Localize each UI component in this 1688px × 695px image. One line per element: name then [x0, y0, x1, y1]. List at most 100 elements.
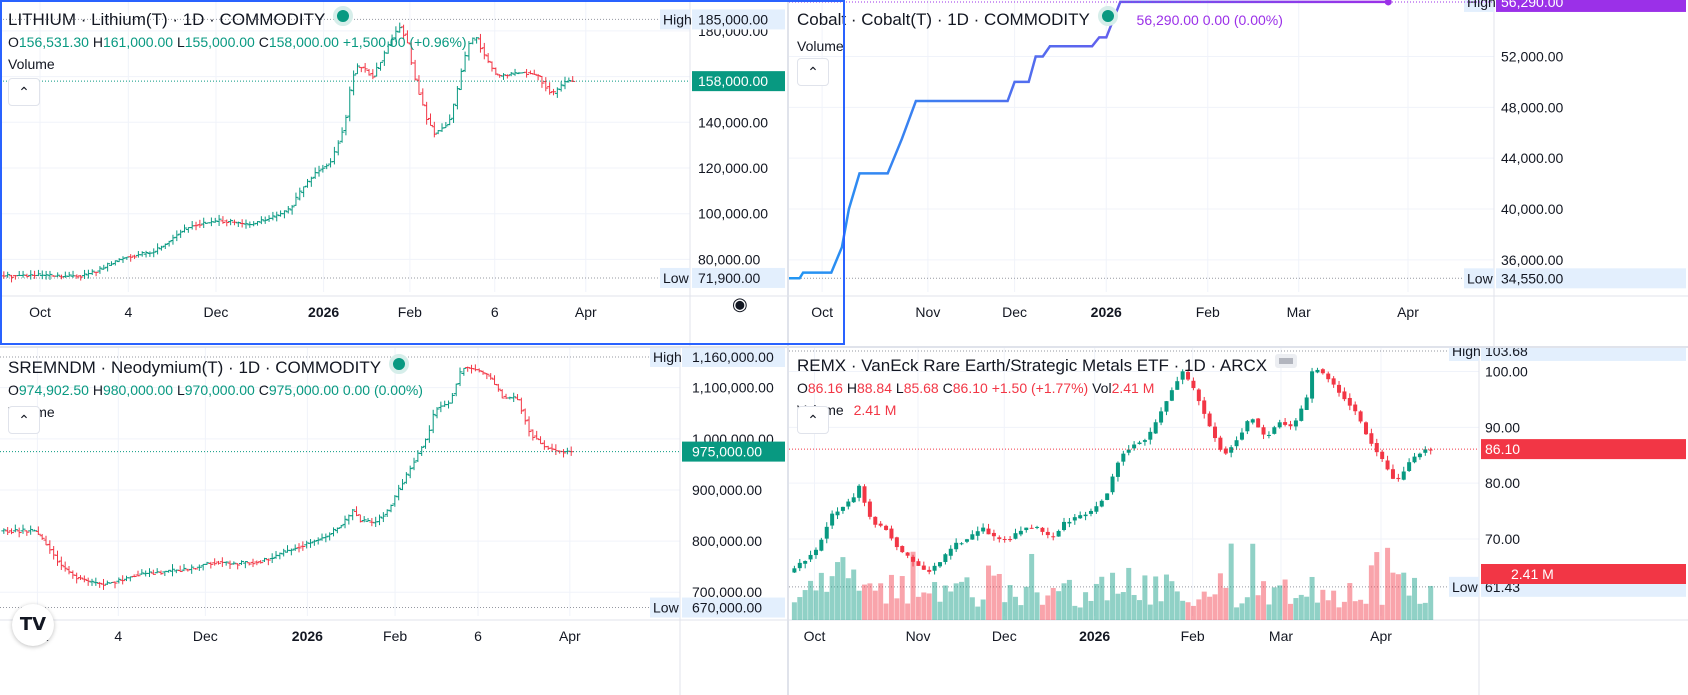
remx-volume-bar: [888, 574, 894, 620]
remx-volume-bar: [1385, 547, 1391, 620]
remx-volume-bar: [1298, 594, 1304, 620]
remx-volume-bar: [1034, 592, 1040, 620]
remx-candle-body: [830, 513, 835, 526]
remx-volume-bar: [1029, 553, 1035, 620]
remx-candle-body: [1078, 515, 1083, 519]
remx-x-tick-label: Mar: [1269, 628, 1293, 644]
cobalt-y-tick-label: 44,000.00: [1501, 150, 1563, 166]
remx-candle-body: [1239, 432, 1244, 440]
sremndm-last-price-value: 975,000.00: [692, 444, 762, 460]
cobalt-y-tick-label: 48,000.00: [1501, 99, 1563, 115]
remx-candle-body: [851, 497, 856, 503]
remx-volume-bar: [1217, 573, 1223, 620]
remx-last-price-bg: [1481, 439, 1686, 460]
chart-pane-neodymium[interactable]: 1,200,000.001,100,000.001,000,000.00900,…: [0, 348, 787, 695]
remx-volume-bar: [1061, 583, 1067, 620]
remx-candle-body: [1110, 476, 1115, 493]
remx-candle-body: [819, 539, 824, 551]
remx-volume-bar: [829, 576, 835, 620]
remx-candle-body: [894, 537, 899, 548]
lithium-y-tick-label: 100,000.00: [698, 206, 768, 222]
remx-volume-bar: [1314, 602, 1320, 620]
remx-volume-bar: [791, 602, 797, 620]
remx-candle-body: [1234, 440, 1239, 447]
chart-pane-cobalt[interactable]: 52,000.00 48,000.00 44,000.00 40,000.00 36,0…: [789, 0, 1688, 346]
remx-candle-body: [1180, 371, 1185, 380]
remx-volume-bar: [921, 592, 927, 620]
remx-volume-bar: [1180, 600, 1186, 620]
remx-volume-bar: [1110, 572, 1116, 620]
remx-last-price-value: 86.10: [1485, 441, 1520, 457]
market-open-icon: [389, 354, 410, 374]
chart-pane-remx[interactable]: 100.00 90.00 80.00 70.00 Oct Nov Dec 2026 Feb Mar…: [789, 348, 1688, 695]
remx-high-tag-label: High: [1452, 348, 1481, 359]
remx-candle-body: [808, 554, 813, 560]
cobalt-high-tag-label: High: [1467, 0, 1496, 10]
lithium-low-tag-label: Low: [663, 270, 690, 286]
remx-volume-bar: [1320, 589, 1326, 620]
remx-volume-bar: [1050, 587, 1056, 620]
sremndm-y-tick-label: 900,000.00: [692, 482, 762, 498]
cobalt-low-tag-bg: [1464, 268, 1494, 289]
chart-pane-lithium[interactable]: 180,000.00160,000.00140,000.00120,000.00…: [0, 0, 787, 346]
lithium-open: 156,531.30: [18, 34, 89, 50]
lithium-x-tick-label: 4: [124, 304, 132, 320]
lithium-volume-label: Volume: [8, 56, 55, 72]
remx-volume-bar: [1185, 602, 1191, 620]
sremndm-high-tag-label: High: [653, 349, 682, 365]
remx-candle-body: [1256, 418, 1261, 428]
cobalt-y-tick-label: 36,000.00: [1501, 252, 1563, 268]
remx-volume-bar: [1325, 600, 1331, 620]
remx-candle-body: [921, 565, 926, 570]
remx-legend: REMX · VanEck Rare Earth/Strategic Metal…: [797, 354, 1298, 418]
remx-volume-bar: [845, 578, 851, 620]
remx-candle-body: [991, 532, 996, 537]
cobalt-last-price-bg: [1496, 0, 1686, 12]
remx-volume-bar: [1379, 604, 1385, 620]
remx-volume-bar: [1304, 596, 1310, 620]
remx-candle-body: [1207, 413, 1212, 427]
lithium-x-tick-label: 6: [491, 304, 499, 320]
lithium-last-price-bg: [692, 71, 785, 92]
lithium-high-tag-bg: [660, 9, 690, 30]
remx-volume-bar: [1228, 543, 1234, 620]
sremndm-x-tick-label: Dec: [193, 628, 218, 644]
remx-candle-body: [835, 511, 840, 516]
remx-volume-bar: [942, 585, 948, 620]
remx-candle-body: [1105, 493, 1110, 500]
chart-settings-icon[interactable]: ◉: [732, 294, 748, 314]
remx-x-tick-label: Apr: [1370, 628, 1392, 644]
lithium-high-value-bg: [692, 9, 785, 30]
cobalt-last-point: [1384, 0, 1392, 6]
collapse-legend-button[interactable]: ⌃: [797, 58, 829, 86]
collapse-legend-button[interactable]: ⌃: [797, 406, 829, 434]
market-open-icon: [1097, 6, 1118, 26]
remx-candle-body: [1159, 411, 1164, 423]
remx-candle-body: [1115, 462, 1120, 477]
lithium-x-tick-label: Feb: [398, 304, 422, 320]
sremndm-y-tick-label: 700,000.00: [692, 584, 762, 600]
remx-volume-bar: [1352, 601, 1358, 620]
sremndm-high-value-bg: [682, 348, 785, 368]
tradingview-logo-icon[interactable]: TV: [12, 604, 54, 646]
sremndm-y-tick-label: 1,100,000.00: [692, 380, 774, 396]
remx-volume-bar: [872, 590, 878, 620]
remx-candle-body: [1029, 527, 1034, 529]
remx-candle-body: [813, 549, 818, 556]
remx-candle-body: [1067, 521, 1072, 524]
lithium-ohlc: O156,531.30 H161,000.00 L155,000.00 C158…: [8, 34, 467, 50]
remx-candle-body: [943, 554, 948, 562]
remx-candle-body: [1056, 530, 1061, 537]
remx-candle-body: [1051, 536, 1056, 538]
remx-candle-body: [1083, 514, 1088, 517]
lithium-legend: LITHIUM · Lithium(T) · 1D · COMMODITY O1…: [8, 6, 467, 72]
collapse-legend-button[interactable]: ⌃: [8, 78, 40, 106]
lithium-low-tag-bg: [660, 267, 690, 288]
remx-volume-bar: [1056, 591, 1062, 620]
remx-volume-bar: [1341, 601, 1347, 620]
remx-volume-bar: [1142, 575, 1148, 620]
lithium-low: 155,000.00: [184, 34, 255, 50]
collapse-legend-button[interactable]: ⌃: [8, 406, 40, 434]
pane-divider-horizontal[interactable]: [0, 346, 1688, 348]
remx-candle-body: [1024, 527, 1029, 531]
